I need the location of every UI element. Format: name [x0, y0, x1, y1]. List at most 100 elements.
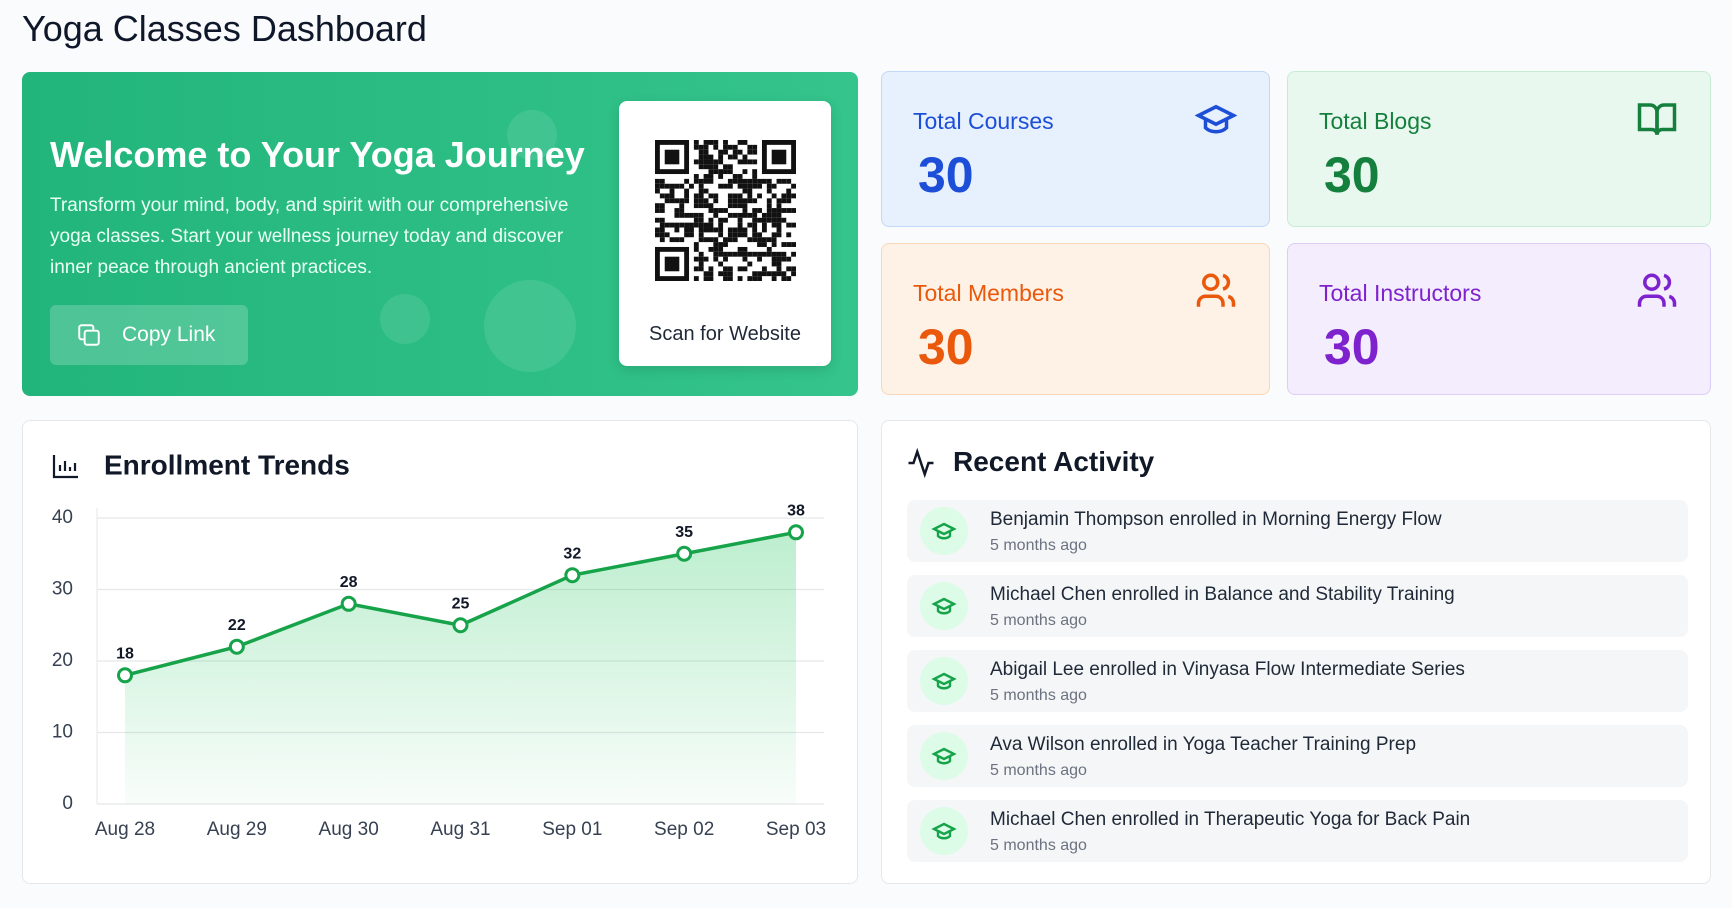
qr-module — [752, 271, 758, 277]
qr-module — [757, 232, 762, 238]
qr-module — [752, 276, 758, 281]
x-tick-label: Aug 31 — [430, 819, 490, 840]
qr-module — [747, 222, 753, 228]
qr-module — [737, 276, 743, 281]
qr-module — [718, 217, 724, 223]
qr-module — [766, 183, 772, 189]
qr-module — [737, 222, 743, 228]
point — [228, 638, 245, 655]
qr-module — [674, 227, 680, 233]
qr-module — [684, 232, 690, 238]
qr-module — [786, 198, 792, 204]
qr-module — [742, 198, 748, 204]
qr-module — [761, 212, 767, 218]
qr-module — [703, 174, 709, 179]
copy-icon — [78, 324, 100, 346]
qr-module — [713, 212, 719, 218]
value-label: 32 — [563, 545, 581, 562]
qr-module — [664, 183, 670, 189]
qr-module — [703, 198, 709, 204]
qr-module — [752, 222, 758, 228]
x-tick-label: Sep 01 — [542, 819, 602, 840]
qr-module — [713, 208, 719, 213]
qr-module — [771, 183, 777, 189]
qr-module — [761, 266, 767, 272]
qr-module — [786, 222, 792, 228]
qr-module — [776, 271, 782, 277]
activity-time: 5 months ago — [990, 837, 1087, 854]
qr-module — [698, 237, 704, 243]
qr-module — [786, 242, 792, 247]
qr-module — [689, 222, 694, 228]
activity-icon — [920, 507, 968, 555]
activity-item: Ava Wilson enrolled in Yoga Teacher Trai… — [907, 725, 1688, 787]
qr-module — [757, 183, 762, 189]
qr-module — [674, 237, 680, 243]
qr-module — [776, 232, 782, 238]
activity-text: Michael Chen enrolled in Therapeutic Yog… — [990, 809, 1471, 830]
qr-module — [752, 212, 758, 218]
qr-module — [776, 227, 782, 233]
qr-module — [698, 256, 704, 262]
qr-module — [684, 193, 690, 199]
qr-module — [727, 203, 733, 209]
qr-module — [689, 227, 694, 233]
courses-icon — [1195, 104, 1237, 134]
qr-module — [766, 217, 772, 223]
qr-module — [757, 193, 762, 199]
activity-text: Benjamin Thompson enrolled in Morning En… — [990, 509, 1442, 530]
qr-module — [776, 208, 782, 213]
qr-module — [776, 266, 782, 272]
qr-module — [669, 183, 675, 189]
value-label: 38 — [787, 503, 805, 520]
qr-module — [781, 242, 787, 247]
qr-module — [684, 212, 690, 218]
qr-module — [718, 159, 724, 165]
qr-module — [703, 188, 709, 194]
qr-module — [703, 237, 709, 243]
qr-module — [742, 203, 748, 209]
qr-module — [693, 222, 699, 228]
qr-module — [742, 212, 748, 218]
y-tick-label: 20 — [52, 650, 73, 671]
qr-module — [689, 212, 694, 218]
qr-module — [742, 154, 748, 160]
value-label: 22 — [228, 617, 246, 634]
qr-module — [727, 198, 733, 204]
qr-module — [791, 266, 796, 272]
members-icon — [1196, 273, 1236, 307]
copy-link-button[interactable]: Copy Link — [50, 305, 248, 365]
qr-module — [659, 237, 665, 243]
qr-module — [776, 222, 782, 228]
qr-module — [703, 256, 709, 262]
qr-module — [679, 212, 685, 218]
qr-module — [747, 198, 753, 204]
qr-module — [713, 140, 719, 145]
qr-module — [684, 222, 690, 228]
qr-module — [732, 212, 738, 218]
qr-module — [713, 159, 719, 165]
qr-module — [708, 140, 714, 145]
qr-module — [693, 198, 699, 204]
qr-module — [718, 271, 724, 277]
qr-module — [766, 246, 772, 252]
qr-module — [655, 188, 660, 194]
qr-module — [693, 212, 699, 218]
qr-module — [718, 154, 724, 160]
qr-module — [718, 208, 724, 213]
qr-module — [776, 261, 782, 267]
qr-module — [727, 251, 733, 257]
qr-module — [684, 178, 690, 184]
qr-module — [698, 188, 704, 194]
qr-module — [703, 140, 709, 145]
qr-module — [659, 193, 665, 199]
activity-item: Abigail Lee enrolled in Vinyasa Flow Int… — [907, 650, 1688, 712]
qr-module — [718, 169, 724, 175]
qr-module — [703, 154, 709, 160]
instructors-icon — [1637, 273, 1677, 307]
qr-module — [752, 183, 758, 189]
stat-card: Total Blogs 30 — [1287, 71, 1711, 227]
qr-module — [718, 261, 724, 267]
qr-module — [791, 251, 796, 257]
qr-module — [679, 208, 685, 213]
